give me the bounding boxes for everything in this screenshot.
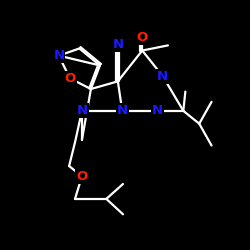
Text: N: N (117, 104, 128, 117)
Text: N: N (112, 38, 124, 51)
Text: N: N (76, 104, 88, 117)
Text: O: O (136, 31, 148, 44)
Text: N: N (157, 70, 168, 83)
Text: N: N (53, 49, 64, 62)
Text: N: N (152, 104, 163, 117)
Text: O: O (64, 72, 76, 85)
Text: O: O (76, 170, 88, 183)
